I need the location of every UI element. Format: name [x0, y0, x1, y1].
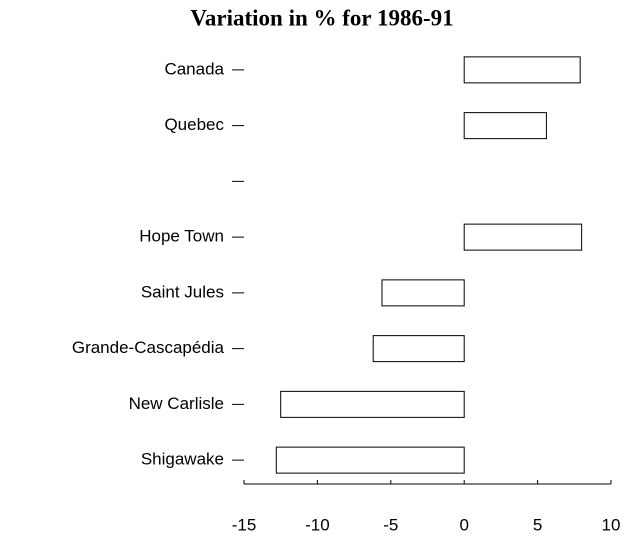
y-tick-label: Canada: [164, 59, 224, 78]
bar: [463, 56, 581, 84]
bar: [381, 279, 465, 307]
x-tick-label: 10: [602, 515, 621, 534]
x-tick-label: -10: [305, 515, 330, 534]
y-tick-label: Quebec: [164, 115, 224, 134]
bar: [275, 446, 465, 474]
y-tick-label: Shigawake: [141, 450, 224, 469]
y-tick-label: Grande-Cascapédia: [72, 338, 225, 357]
y-tick-label: Hope Town: [139, 227, 224, 246]
x-tick-label: -15: [232, 515, 257, 534]
bar: [463, 223, 583, 251]
x-tick-label: 0: [459, 515, 468, 534]
y-tick-label: New Carlisle: [129, 394, 224, 413]
bar: [463, 112, 547, 140]
bar: [280, 390, 465, 418]
x-tick-label: 5: [533, 515, 542, 534]
chart-title: Variation in % for 1986-91: [190, 5, 453, 30]
x-tick-label: -5: [383, 515, 398, 534]
y-tick-label: Saint Jules: [141, 282, 224, 301]
bar: [372, 335, 465, 363]
